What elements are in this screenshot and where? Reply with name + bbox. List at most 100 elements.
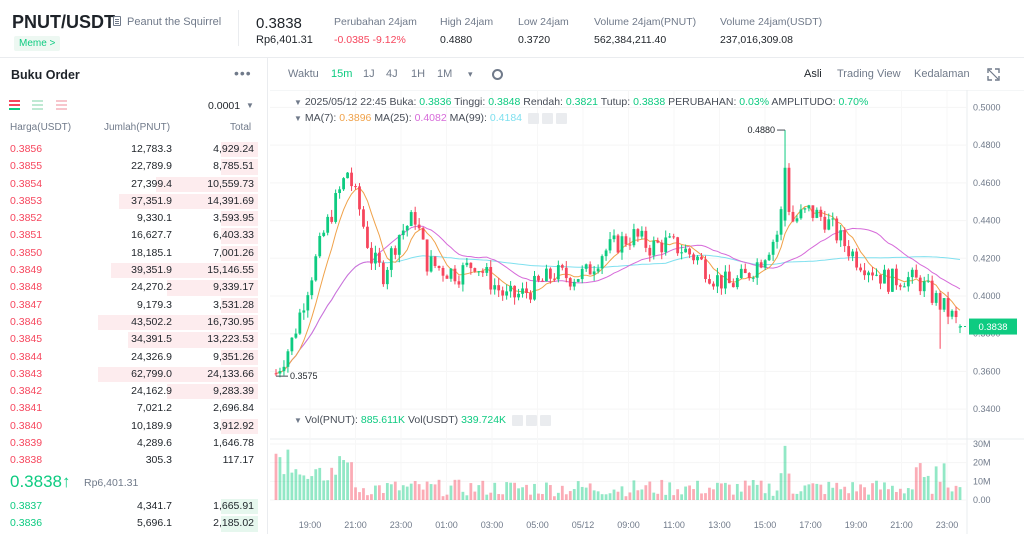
candle-body <box>668 236 672 238</box>
candle-body <box>604 250 608 257</box>
candle-body <box>465 262 469 266</box>
volume-bar <box>552 496 556 500</box>
candle-body <box>405 225 409 231</box>
gear-icon[interactable] <box>492 69 503 80</box>
ohlc-high: 0.3848 <box>488 96 521 108</box>
volume-bar <box>803 485 807 500</box>
candle-body <box>934 293 938 303</box>
interval-15m[interactable]: 15m <box>331 68 353 80</box>
both-sides-view-icon[interactable] <box>9 100 20 110</box>
volume-bar <box>560 485 564 500</box>
close-icon[interactable] <box>555 112 567 124</box>
candlestick-chart[interactable]: 0.5000 0.4800 0.4600 0.4400 0.4200 0.4000 0.38… <box>270 90 1024 534</box>
volume-bar <box>688 485 691 500</box>
candle-body <box>568 278 572 287</box>
pair-title[interactable]: PNUT/USDT <box>12 12 115 32</box>
last-price: 0.3838 <box>256 15 302 32</box>
depth-bar <box>98 366 258 383</box>
candle-body <box>708 279 711 284</box>
volume-bar <box>564 494 568 500</box>
volume-bar <box>576 481 580 500</box>
more-icon[interactable]: ••• <box>234 65 252 81</box>
x-tick-label: 21:00 <box>890 520 913 530</box>
vol-eye-icon[interactable] <box>511 414 523 426</box>
bids-view-icon[interactable] <box>32 100 43 110</box>
ma-info: ▼ MA(7): 0.3896 MA(25): 0.4082 MA(99): 0… <box>294 112 567 124</box>
volume-bar <box>533 483 536 500</box>
view-asli[interactable]: Asli <box>804 68 822 80</box>
volume-bar <box>879 489 882 500</box>
x-tick-label: 05/12 <box>572 520 595 530</box>
interval-1j[interactable]: 1J <box>363 68 375 80</box>
ask-row[interactable]: 0.3842 24,162.9 9,283.39 <box>0 383 268 400</box>
bid-row[interactable]: 0.3836 5,696.1 2,185.02 <box>0 515 268 532</box>
ask-row[interactable]: 0.3843 62,799.0 24,133.66 <box>0 366 268 383</box>
ask-row[interactable]: 0.3846 43,502.2 16,730.95 <box>0 314 268 331</box>
ask-row[interactable]: 0.3848 24,270.2 9,339.17 <box>0 279 268 296</box>
mid-price-row: 0.3838↑ Rp6,401.31 <box>10 471 260 497</box>
chevron-down-icon[interactable]: ▼ <box>246 101 254 110</box>
eye-icon[interactable] <box>527 112 539 124</box>
view-depth[interactable]: Kedalaman <box>914 68 970 80</box>
interval-waktu[interactable]: Waktu <box>288 68 319 80</box>
candle-body <box>501 290 505 296</box>
interval-1m[interactable]: 1M <box>437 68 453 80</box>
ask-price: 0.3847 <box>10 298 43 311</box>
ask-row[interactable]: 0.3853 37,351.9 14,391.69 <box>0 193 268 210</box>
ask-row[interactable]: 0.3851 16,627.7 6,403.33 <box>0 227 268 244</box>
ask-qty: 7,021.2 <box>136 402 172 415</box>
ask-price: 0.3841 <box>10 402 43 415</box>
ask-row[interactable]: 0.3845 34,391.5 13,223.53 <box>0 331 268 348</box>
volume-bar <box>743 480 747 500</box>
volume-bar <box>735 483 739 500</box>
ma7-line <box>275 187 961 374</box>
expand-icon[interactable] <box>987 68 1000 81</box>
interval-dropdown-icon[interactable]: ▾ <box>468 69 473 79</box>
candle-body <box>859 267 862 271</box>
volume-bar <box>501 494 505 500</box>
stat-value-low: 0.3720 <box>518 34 551 46</box>
high-marker-label: 0.4880 <box>747 125 775 135</box>
view-tradingview[interactable]: Trading View <box>837 68 901 80</box>
ask-row[interactable]: 0.3841 7,021.2 2,696.84 <box>0 400 268 417</box>
y-tick-label: 0.3600 <box>973 366 1001 376</box>
candle-body <box>409 212 413 226</box>
ask-row[interactable]: 0.3855 22,789.9 8,785.51 <box>0 158 268 175</box>
settings-icon[interactable] <box>541 112 553 124</box>
ask-row[interactable]: 0.3838 305.3 117.17 <box>0 452 268 469</box>
bid-price: 0.3837 <box>10 500 43 512</box>
volume-bar <box>946 487 950 500</box>
ask-row[interactable]: 0.3839 4,289.6 1,646.78 <box>0 435 268 452</box>
precision-select[interactable]: 0.0001 <box>208 100 241 112</box>
candle-body <box>942 298 946 310</box>
vol-settings-icon[interactable] <box>525 414 537 426</box>
candle-body <box>525 288 528 294</box>
ask-row[interactable]: 0.3852 9,330.1 3,593.95 <box>0 210 268 227</box>
interval-1h[interactable]: 1H <box>411 68 426 80</box>
volume-bar <box>541 494 544 500</box>
ask-row[interactable]: 0.3854 27,399.4 10,559.73 <box>0 176 268 193</box>
ask-row[interactable]: 0.3850 18,185.1 7,001.26 <box>0 245 268 262</box>
depth-bar <box>221 349 258 365</box>
category-tag[interactable]: Meme > <box>14 36 61 51</box>
candle-body <box>739 268 743 278</box>
vol-tick-label: 20M <box>973 458 991 468</box>
asks-view-icon[interactable] <box>56 100 67 110</box>
ask-row[interactable]: 0.3844 24,326.9 9,351.26 <box>0 349 268 366</box>
interval-4j[interactable]: 4J <box>386 68 398 80</box>
bid-row[interactable]: 0.3837 4,341.7 1,665.91 <box>0 498 268 515</box>
document-icon[interactable] <box>113 16 121 26</box>
ask-row[interactable]: 0.3847 9,179.3 3,531.28 <box>0 297 268 314</box>
ohlc-high-label: Tinggi: <box>454 96 486 108</box>
candle-body <box>644 230 648 248</box>
y-tick-label: 0.4800 <box>973 140 1001 150</box>
volume-bar <box>306 478 310 500</box>
ask-row[interactable]: 0.3840 10,189.9 3,912.92 <box>0 418 268 435</box>
depth-bar <box>221 211 258 227</box>
ask-row[interactable]: 0.3856 12,783.3 4,929.24 <box>0 141 268 158</box>
ask-row[interactable]: 0.3849 39,351.9 15,146.55 <box>0 262 268 279</box>
volume-bar <box>680 494 684 500</box>
volume-bar <box>513 482 516 500</box>
vol-close-icon[interactable] <box>539 414 551 426</box>
candle-body <box>521 288 524 294</box>
